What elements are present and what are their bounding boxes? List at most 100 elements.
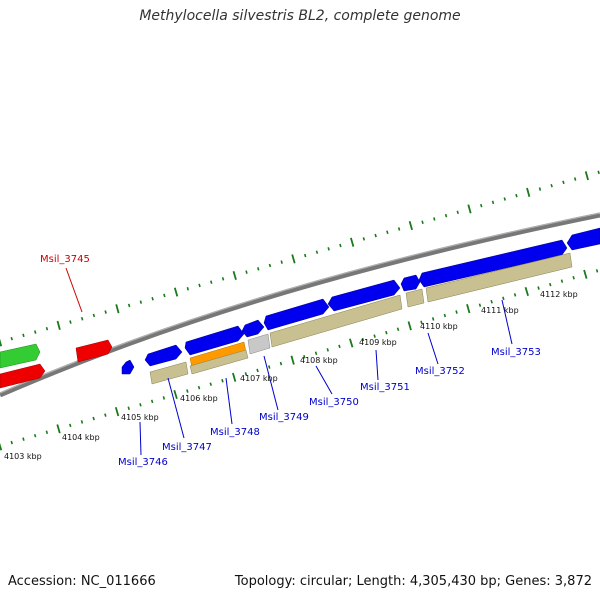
leader-msil-3750 <box>315 365 333 395</box>
gene-label-msil-3746[interactable]: Msil_3746 <box>118 457 168 468</box>
minor-tick <box>162 396 166 400</box>
gene-khaki-3[interactable] <box>269 294 403 348</box>
minor-tick <box>443 313 447 318</box>
scale-label-4103: 4103 kbp <box>4 452 42 461</box>
minor-tick <box>490 299 493 304</box>
scale-label-4109: 4109 kbp <box>359 338 397 347</box>
minor-tick <box>550 183 553 188</box>
gene-label-msil-3749[interactable]: Msil_3749 <box>259 412 309 423</box>
minor-tick <box>186 389 189 393</box>
scale-label-4106: 4106 kbp <box>180 394 218 403</box>
minor-tick <box>362 237 366 241</box>
minor-tick <box>562 180 565 185</box>
minor-tick <box>537 286 540 290</box>
gene-msil-3745[interactable] <box>75 339 113 363</box>
minor-tick <box>431 317 435 321</box>
minor-tick <box>338 344 341 349</box>
major-tick <box>407 321 412 331</box>
minor-tick <box>326 348 329 352</box>
accession-label: Accession: NC_011666 <box>8 574 156 589</box>
gene-khaki-5[interactable] <box>425 252 573 303</box>
leader-msil-3749 <box>263 355 279 411</box>
minor-tick <box>396 327 400 332</box>
minor-tick <box>314 351 318 356</box>
gene-khaki-4[interactable] <box>405 288 425 308</box>
minor-tick <box>197 385 201 390</box>
minor-tick <box>139 300 143 304</box>
gene-label-msil-3745[interactable]: Msil_3745 <box>40 254 90 265</box>
minor-tick <box>503 197 506 201</box>
major-tick <box>114 407 120 417</box>
gene-msil-3746[interactable] <box>121 359 135 375</box>
major-tick <box>56 320 61 330</box>
minor-tick <box>244 372 248 376</box>
minor-tick <box>10 440 13 445</box>
minor-tick <box>92 313 96 318</box>
minor-tick <box>127 406 130 411</box>
leader-msil-3752 <box>427 332 439 365</box>
minor-tick <box>478 303 482 307</box>
minor-tick <box>303 354 306 359</box>
minor-tick <box>22 437 25 441</box>
gene-label-msil-3753[interactable]: Msil_3753 <box>491 347 541 358</box>
leader-msil-3745 <box>65 267 83 313</box>
scale-label-4110: 4110 kbp <box>420 322 458 331</box>
major-tick <box>467 204 472 214</box>
minor-tick <box>45 326 49 331</box>
major-tick <box>173 389 178 400</box>
gene-gray[interactable] <box>247 333 271 355</box>
minor-tick <box>104 310 107 314</box>
gene-khaki-2[interactable] <box>189 349 249 375</box>
major-tick <box>115 304 120 314</box>
minor-tick <box>80 420 84 424</box>
minor-tick <box>386 230 389 235</box>
gene-label-msil-3750[interactable]: Msil_3750 <box>309 397 359 408</box>
minor-tick <box>572 275 575 280</box>
minor-tick <box>549 282 552 287</box>
genome-backbone-highlight <box>0 212 600 394</box>
gene-label-msil-3747[interactable]: Msil_3747 <box>162 442 212 453</box>
minor-tick <box>444 213 448 218</box>
gene-msil-3752[interactable] <box>400 274 421 292</box>
minor-tick <box>151 297 154 301</box>
minor-tick <box>361 337 365 342</box>
minor-tick <box>127 303 131 308</box>
minor-tick <box>92 416 95 421</box>
genome-summary: Topology: circular; Length: 4,305,430 bp… <box>234 574 592 589</box>
minor-tick <box>327 247 330 251</box>
minor-tick <box>339 243 342 248</box>
minor-tick <box>80 316 84 321</box>
gene-blue-right[interactable] <box>566 227 600 251</box>
map-title: Methylocella silvestris BL2, complete ge… <box>139 8 461 24</box>
gene-green[interactable] <box>0 343 41 369</box>
gene-msil-3749[interactable] <box>241 319 265 338</box>
gene-msil-3750[interactable] <box>263 298 330 331</box>
inner-tick-ring <box>0 269 599 451</box>
minor-tick <box>69 320 72 324</box>
minor-tick <box>221 277 225 281</box>
gene-red-left[interactable] <box>0 363 46 389</box>
minor-tick <box>385 330 388 335</box>
minor-tick <box>456 210 459 215</box>
major-tick <box>466 304 471 314</box>
minor-tick <box>139 403 142 407</box>
minor-tick <box>373 334 376 338</box>
minor-tick <box>33 433 37 438</box>
gene-msil-3747[interactable] <box>144 344 183 367</box>
leader-msil-3751 <box>375 349 379 381</box>
minor-tick <box>502 296 505 301</box>
gene-label-msil-3748[interactable]: Msil_3748 <box>210 427 260 438</box>
minor-tick <box>268 365 271 369</box>
minor-tick <box>374 233 377 238</box>
gene-label-msil-3752[interactable]: Msil_3752 <box>415 366 465 377</box>
scale-label-4111: 4111 kbp <box>481 306 519 315</box>
gene-msil-3748[interactable] <box>184 325 245 356</box>
outer-tick-ring <box>0 170 600 347</box>
gene-label-msil-3751[interactable]: Msil_3751 <box>360 382 410 393</box>
minor-tick <box>573 177 577 181</box>
minor-tick <box>268 263 272 268</box>
scale-label-4107: 4107 kbp <box>240 374 278 383</box>
gene-msil-3751[interactable] <box>327 279 401 312</box>
gene-khaki-1[interactable] <box>149 361 189 385</box>
